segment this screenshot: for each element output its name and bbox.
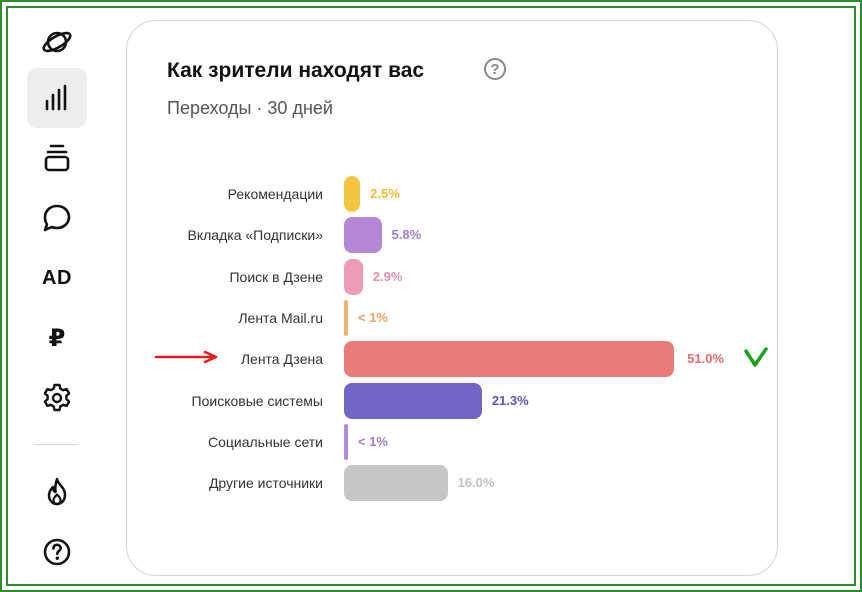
card-title: Как зрители находят вас [167, 59, 425, 82]
card-subtitle: Переходы · 30 дней [167, 98, 333, 118]
green-check-annotation [744, 346, 768, 375]
chart-bar [344, 258, 363, 295]
chart-value-label: 2.9% [372, 268, 403, 284]
chart-bar [344, 176, 361, 212]
chart-category-label: Другие источники [208, 475, 323, 492]
chart-bar [344, 341, 674, 378]
flame-icon [41, 476, 73, 508]
sidebar: AD ₽ [24, 12, 90, 582]
chart-category-label: Поисковые системы [191, 392, 323, 409]
red-arrow-annotation [154, 350, 220, 369]
chart-row: Поисковые системы 21.3% [127, 382, 779, 419]
chart-value-label: 21.3% [491, 392, 529, 408]
chart-category-label: Лента Дзена [240, 351, 323, 368]
chart-bar [344, 299, 348, 336]
question-icon [41, 536, 73, 568]
gear-icon [41, 382, 73, 414]
chart-row: Другие источники 16.0% [127, 465, 779, 502]
chart-value-label: 51.0% [687, 351, 724, 367]
chart-row: Социальные сети < 1% [127, 423, 779, 460]
chart-bar [344, 465, 448, 502]
chart-row: Вкладка «Подписки» 5.8% [127, 217, 779, 254]
chart-value-label: < 1% [358, 433, 388, 449]
chart-category-label: Поиск в Дзене [229, 268, 323, 285]
chart-bar [344, 217, 382, 254]
chart-value-label: 5.8% [391, 227, 422, 243]
nav-settings[interactable] [27, 368, 87, 428]
nav-ads[interactable]: AD [27, 248, 87, 308]
chart-row: Рекомендации 2.5% [127, 176, 779, 212]
planet-icon [41, 26, 73, 58]
chart-value-label: 2.5% [370, 186, 400, 201]
nav-comments[interactable] [27, 188, 87, 248]
chart-row: Лента Mail.ru < 1% [127, 299, 779, 336]
chart-value-label: < 1% [358, 309, 388, 325]
bar-chart-icon [41, 82, 73, 114]
ad-icon: AD [42, 266, 72, 289]
ruble-icon: ₽ [48, 324, 66, 352]
nav-statistics[interactable] [27, 68, 87, 128]
nav-popular[interactable] [27, 462, 87, 522]
chart-bar [344, 423, 348, 460]
chart-category-label: Социальные сети [207, 433, 323, 450]
help-icon[interactable]: ? [484, 58, 506, 80]
chart-row: Поиск в Дзене 2.9% [127, 258, 779, 295]
chart-category-label: Рекомендации [227, 186, 323, 202]
inner-green-border [6, 6, 856, 586]
nav-publications[interactable] [27, 128, 87, 188]
traffic-sources-card: Как зрители находят вас ? Переходы · 30 … [126, 20, 778, 576]
chart-bar [344, 382, 482, 419]
chart-category-label: Вкладка «Подписки» [187, 227, 323, 244]
chart-category-label: Лента Mail.ru [238, 309, 323, 326]
chat-bubble-icon [41, 202, 73, 234]
layers-icon [41, 142, 73, 174]
nav-planet[interactable] [27, 12, 87, 72]
nav-monetization[interactable]: ₽ [27, 308, 87, 368]
sidebar-divider [34, 444, 78, 445]
chart-row: Лента Дзена 51.0% [127, 341, 779, 378]
chart-value-label: 16.0% [457, 475, 495, 491]
nav-help[interactable] [27, 522, 87, 582]
